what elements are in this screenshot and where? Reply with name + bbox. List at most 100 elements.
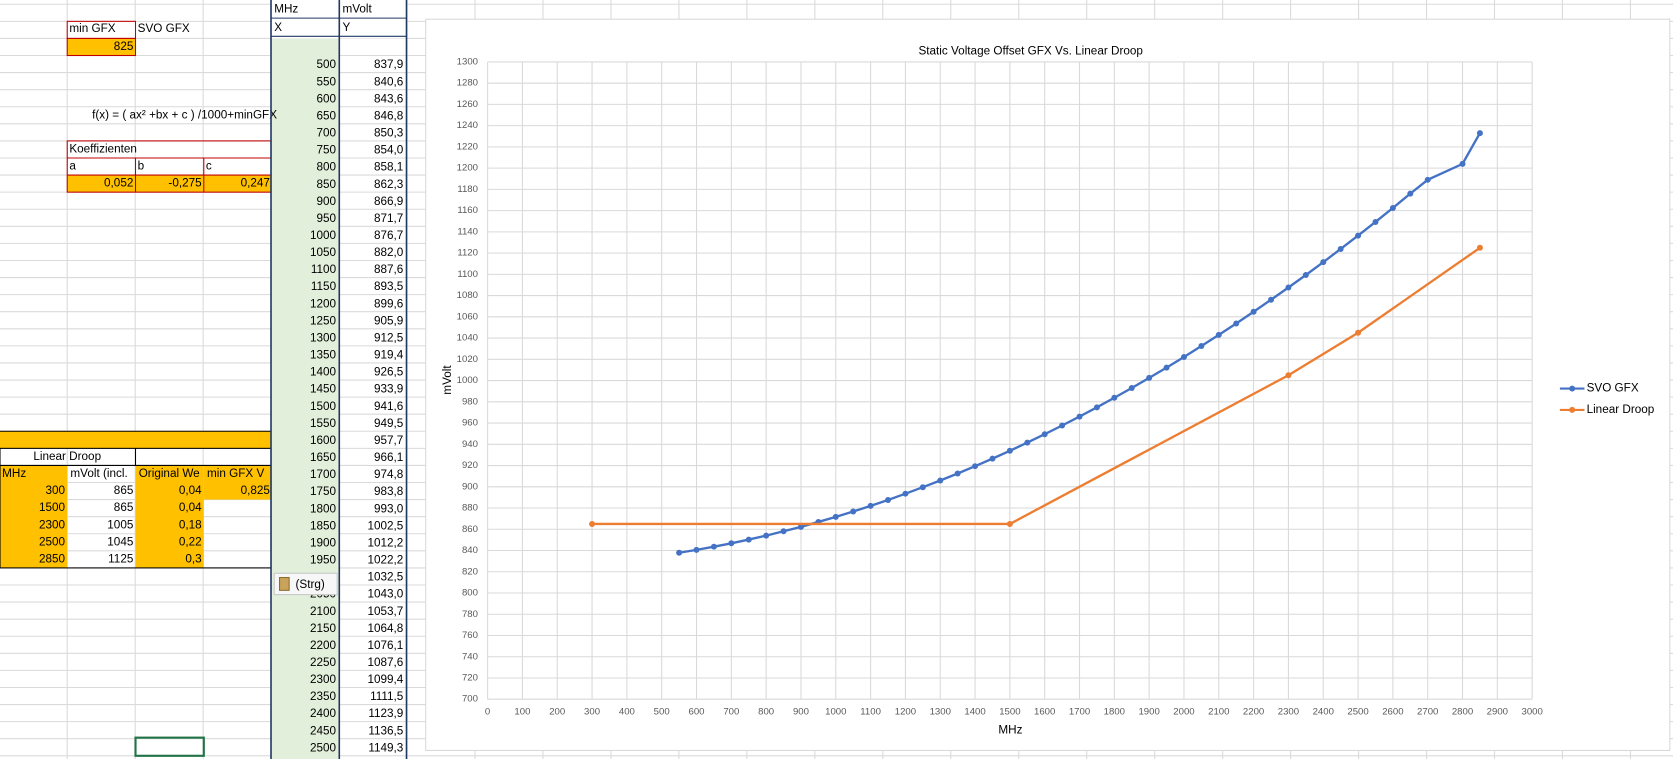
cell-text: 887,6	[374, 263, 403, 276]
cell-text: 2350	[310, 690, 337, 703]
cell-text: MHz	[2, 467, 26, 480]
x-tick-label: 2000	[1173, 707, 1194, 718]
y-tick-label: 740	[462, 651, 478, 662]
y-tick-label: 780	[462, 609, 478, 620]
cell-text: -0,275	[168, 177, 202, 190]
paste-button[interactable]	[273, 572, 338, 596]
y-tick-label: 1240	[457, 120, 478, 131]
y-tick-label: 720	[462, 673, 478, 684]
x-tick-label: 2500	[1347, 707, 1368, 718]
data-point	[1006, 520, 1013, 527]
data-point	[780, 528, 787, 535]
y-tick-label: 1140	[457, 226, 478, 237]
cell-text: 933,9	[374, 383, 403, 396]
cell-text: 1650	[310, 451, 337, 464]
cell-text: 300	[46, 484, 66, 497]
cell-text: 0,3	[185, 552, 201, 565]
cell-text: 0,825	[241, 484, 271, 497]
data-point	[902, 490, 909, 497]
cell-text: 0,052	[104, 177, 133, 190]
legend-marker	[1569, 406, 1576, 413]
cell-text: 2500	[310, 741, 337, 754]
data-point	[710, 543, 717, 550]
cell-text: 2500	[39, 535, 66, 548]
cell-text: 1400	[310, 366, 337, 379]
data-point	[1093, 404, 1100, 411]
cell-text: 993,0	[374, 502, 404, 515]
cell-text: 0,04	[179, 484, 202, 497]
data-point	[1459, 160, 1466, 167]
cell-text: 1125	[108, 552, 134, 565]
data-point	[1337, 245, 1344, 252]
cell-fill	[203, 465, 272, 500]
cell-text: 912,5	[374, 331, 404, 344]
cell-text: 974,8	[374, 468, 404, 481]
y-tick-label: 760	[462, 630, 478, 641]
data-point	[1076, 413, 1083, 420]
cell-text: 0,22	[179, 535, 202, 548]
cell-text: 2300	[310, 673, 337, 686]
cell-text: 1150	[311, 280, 337, 293]
legend-label: SVO GFX	[1587, 382, 1639, 395]
cell-text: 500	[317, 58, 337, 71]
x-tick-label: 1400	[964, 707, 985, 718]
data-point	[1389, 204, 1396, 211]
data-point	[1355, 329, 1362, 336]
x-tick-label: 400	[619, 707, 635, 718]
x-tick-label: 1100	[860, 707, 881, 718]
data-point	[1372, 218, 1379, 225]
cell-text: mVolt	[342, 3, 372, 16]
data-point	[1320, 259, 1327, 266]
cell-text: mVolt (incl.	[70, 467, 127, 480]
cell-text: 1022,2	[367, 554, 403, 567]
cell-text: 825	[114, 40, 134, 53]
cell-text: 750	[317, 144, 337, 157]
x-tick-label: 1300	[930, 707, 951, 718]
cell-text: 846,8	[374, 109, 404, 122]
cell-text: 1064,8	[367, 622, 403, 635]
y-tick-label: 840	[462, 545, 478, 556]
y-tick-label: 1040	[457, 333, 478, 344]
cell-text: 941,6	[374, 400, 403, 413]
y-tick-label: 860	[462, 524, 478, 535]
x-tick-label: 300	[584, 707, 600, 718]
x-tick-label: 200	[549, 707, 565, 718]
x-tick-label: 800	[758, 707, 774, 718]
x-tick-label: 100	[514, 707, 530, 718]
data-point	[1146, 374, 1153, 381]
cell-text: 1050	[310, 246, 337, 259]
cell-text: 865	[114, 484, 134, 497]
data-point	[885, 496, 892, 503]
y-tick-label: 1060	[457, 311, 478, 322]
cell-text: 843,6	[374, 92, 403, 105]
data-point	[1215, 331, 1222, 338]
data-point	[989, 455, 996, 462]
cell-text: 882,0	[374, 246, 404, 259]
cell-text: 1000	[310, 229, 337, 242]
cell-text: 1300	[310, 331, 337, 344]
y-tick-label: 940	[462, 439, 478, 450]
y-tick-label: 1020	[457, 354, 478, 365]
cell-text: 1136,5	[368, 724, 403, 737]
cell-text: min GFX	[69, 22, 115, 35]
cell-text: Koeffizienten	[69, 143, 137, 156]
cell-text: 0,04	[179, 501, 202, 514]
data-point	[1111, 394, 1118, 401]
data-point	[1059, 422, 1066, 429]
data-point	[1424, 176, 1431, 183]
legend-marker	[1569, 385, 1576, 392]
legend-label: Linear Droop	[1587, 403, 1655, 416]
cell-text: 1032,5	[367, 571, 403, 584]
cell-text: 949,5	[374, 417, 404, 430]
cell-text: 1500	[39, 501, 66, 514]
cell-text: 865	[114, 501, 134, 514]
x-tick-label: 900	[793, 707, 809, 718]
x-tick-label: 2100	[1208, 707, 1229, 718]
cell-text: 919,4	[374, 349, 404, 362]
data-point	[1128, 385, 1135, 391]
cell-text: 862,3	[374, 178, 403, 191]
cell-text: 1750	[310, 485, 337, 498]
data-point	[972, 463, 979, 470]
cell-fill	[135, 465, 204, 568]
y-tick-label: 880	[462, 503, 478, 514]
